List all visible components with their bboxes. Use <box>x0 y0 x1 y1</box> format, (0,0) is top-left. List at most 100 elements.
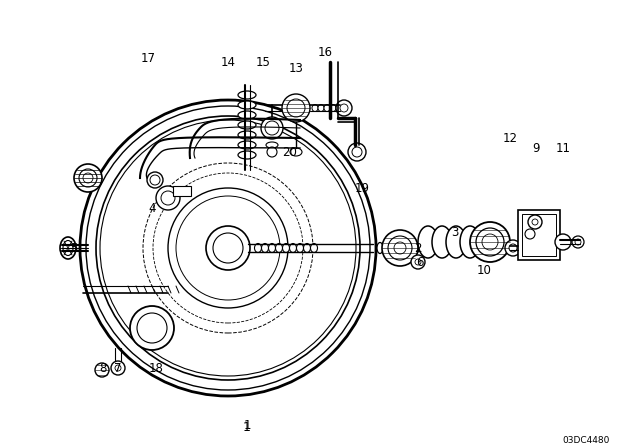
Text: 18: 18 <box>148 362 163 375</box>
Circle shape <box>282 94 310 122</box>
Circle shape <box>80 100 376 396</box>
Circle shape <box>267 147 277 157</box>
Circle shape <box>161 191 175 205</box>
Circle shape <box>411 255 425 269</box>
Circle shape <box>86 106 370 390</box>
Circle shape <box>100 120 356 376</box>
Text: 6: 6 <box>416 255 424 268</box>
Text: 20: 20 <box>283 146 298 159</box>
Circle shape <box>388 236 412 260</box>
Circle shape <box>79 169 97 187</box>
Ellipse shape <box>266 142 278 148</box>
Circle shape <box>348 143 366 161</box>
Ellipse shape <box>395 242 401 254</box>
Circle shape <box>287 99 305 117</box>
Circle shape <box>83 173 93 183</box>
Text: 5: 5 <box>70 241 77 254</box>
Circle shape <box>352 147 362 157</box>
Circle shape <box>382 230 418 266</box>
Ellipse shape <box>303 244 310 253</box>
Ellipse shape <box>446 226 466 258</box>
Circle shape <box>482 234 498 250</box>
Circle shape <box>572 236 584 248</box>
Ellipse shape <box>60 237 76 259</box>
Ellipse shape <box>432 226 452 258</box>
Ellipse shape <box>269 244 275 253</box>
Ellipse shape <box>336 104 342 112</box>
Circle shape <box>261 117 283 139</box>
Circle shape <box>206 226 250 270</box>
Ellipse shape <box>377 242 383 254</box>
Circle shape <box>96 116 360 380</box>
Ellipse shape <box>474 226 494 258</box>
Circle shape <box>168 188 288 308</box>
Bar <box>522 214 556 256</box>
Circle shape <box>213 233 243 263</box>
Circle shape <box>555 234 571 250</box>
Circle shape <box>505 240 521 256</box>
Text: 1: 1 <box>243 421 251 434</box>
Ellipse shape <box>296 244 303 253</box>
Circle shape <box>143 163 313 333</box>
Circle shape <box>111 361 125 375</box>
Ellipse shape <box>238 151 256 159</box>
Circle shape <box>176 196 280 300</box>
Ellipse shape <box>238 131 256 139</box>
Text: 8: 8 <box>99 362 107 375</box>
Ellipse shape <box>238 91 256 99</box>
Circle shape <box>115 365 121 371</box>
Bar <box>173 186 191 196</box>
Circle shape <box>476 228 504 256</box>
Text: 9: 9 <box>532 142 540 155</box>
Ellipse shape <box>324 104 330 112</box>
Ellipse shape <box>312 104 318 112</box>
Ellipse shape <box>407 242 413 254</box>
Ellipse shape <box>401 242 407 254</box>
Ellipse shape <box>413 242 419 254</box>
Text: 10: 10 <box>477 263 492 276</box>
Text: 11: 11 <box>556 142 570 155</box>
Circle shape <box>74 164 102 192</box>
Ellipse shape <box>238 101 256 109</box>
Circle shape <box>575 239 581 245</box>
Ellipse shape <box>63 241 73 255</box>
Circle shape <box>394 242 406 254</box>
Text: 3: 3 <box>451 225 459 238</box>
Ellipse shape <box>460 226 480 258</box>
Text: 13: 13 <box>289 61 303 74</box>
Circle shape <box>150 175 160 185</box>
Bar <box>518 210 560 260</box>
Ellipse shape <box>418 226 438 258</box>
Circle shape <box>525 229 535 239</box>
Ellipse shape <box>310 244 317 253</box>
Ellipse shape <box>255 244 262 253</box>
Text: 15: 15 <box>255 56 271 69</box>
Circle shape <box>336 100 352 116</box>
Ellipse shape <box>262 244 269 253</box>
Ellipse shape <box>389 242 395 254</box>
Ellipse shape <box>238 141 256 149</box>
Circle shape <box>137 313 167 343</box>
Ellipse shape <box>318 104 324 112</box>
Circle shape <box>153 173 303 323</box>
Text: 7: 7 <box>115 362 122 375</box>
Ellipse shape <box>275 244 282 253</box>
Text: 2: 2 <box>414 241 422 254</box>
Circle shape <box>532 219 538 225</box>
Ellipse shape <box>290 148 302 156</box>
Circle shape <box>340 104 348 112</box>
Circle shape <box>130 306 174 350</box>
Ellipse shape <box>282 244 289 253</box>
Text: 14: 14 <box>221 56 236 69</box>
Circle shape <box>509 244 517 252</box>
Ellipse shape <box>383 242 389 254</box>
Circle shape <box>95 363 109 377</box>
Ellipse shape <box>238 111 256 119</box>
Circle shape <box>156 186 180 210</box>
Text: 4: 4 <box>148 202 156 215</box>
Ellipse shape <box>238 121 256 129</box>
Text: 17: 17 <box>141 52 156 65</box>
Ellipse shape <box>330 104 336 112</box>
Text: 1: 1 <box>243 418 251 431</box>
Circle shape <box>415 259 421 265</box>
